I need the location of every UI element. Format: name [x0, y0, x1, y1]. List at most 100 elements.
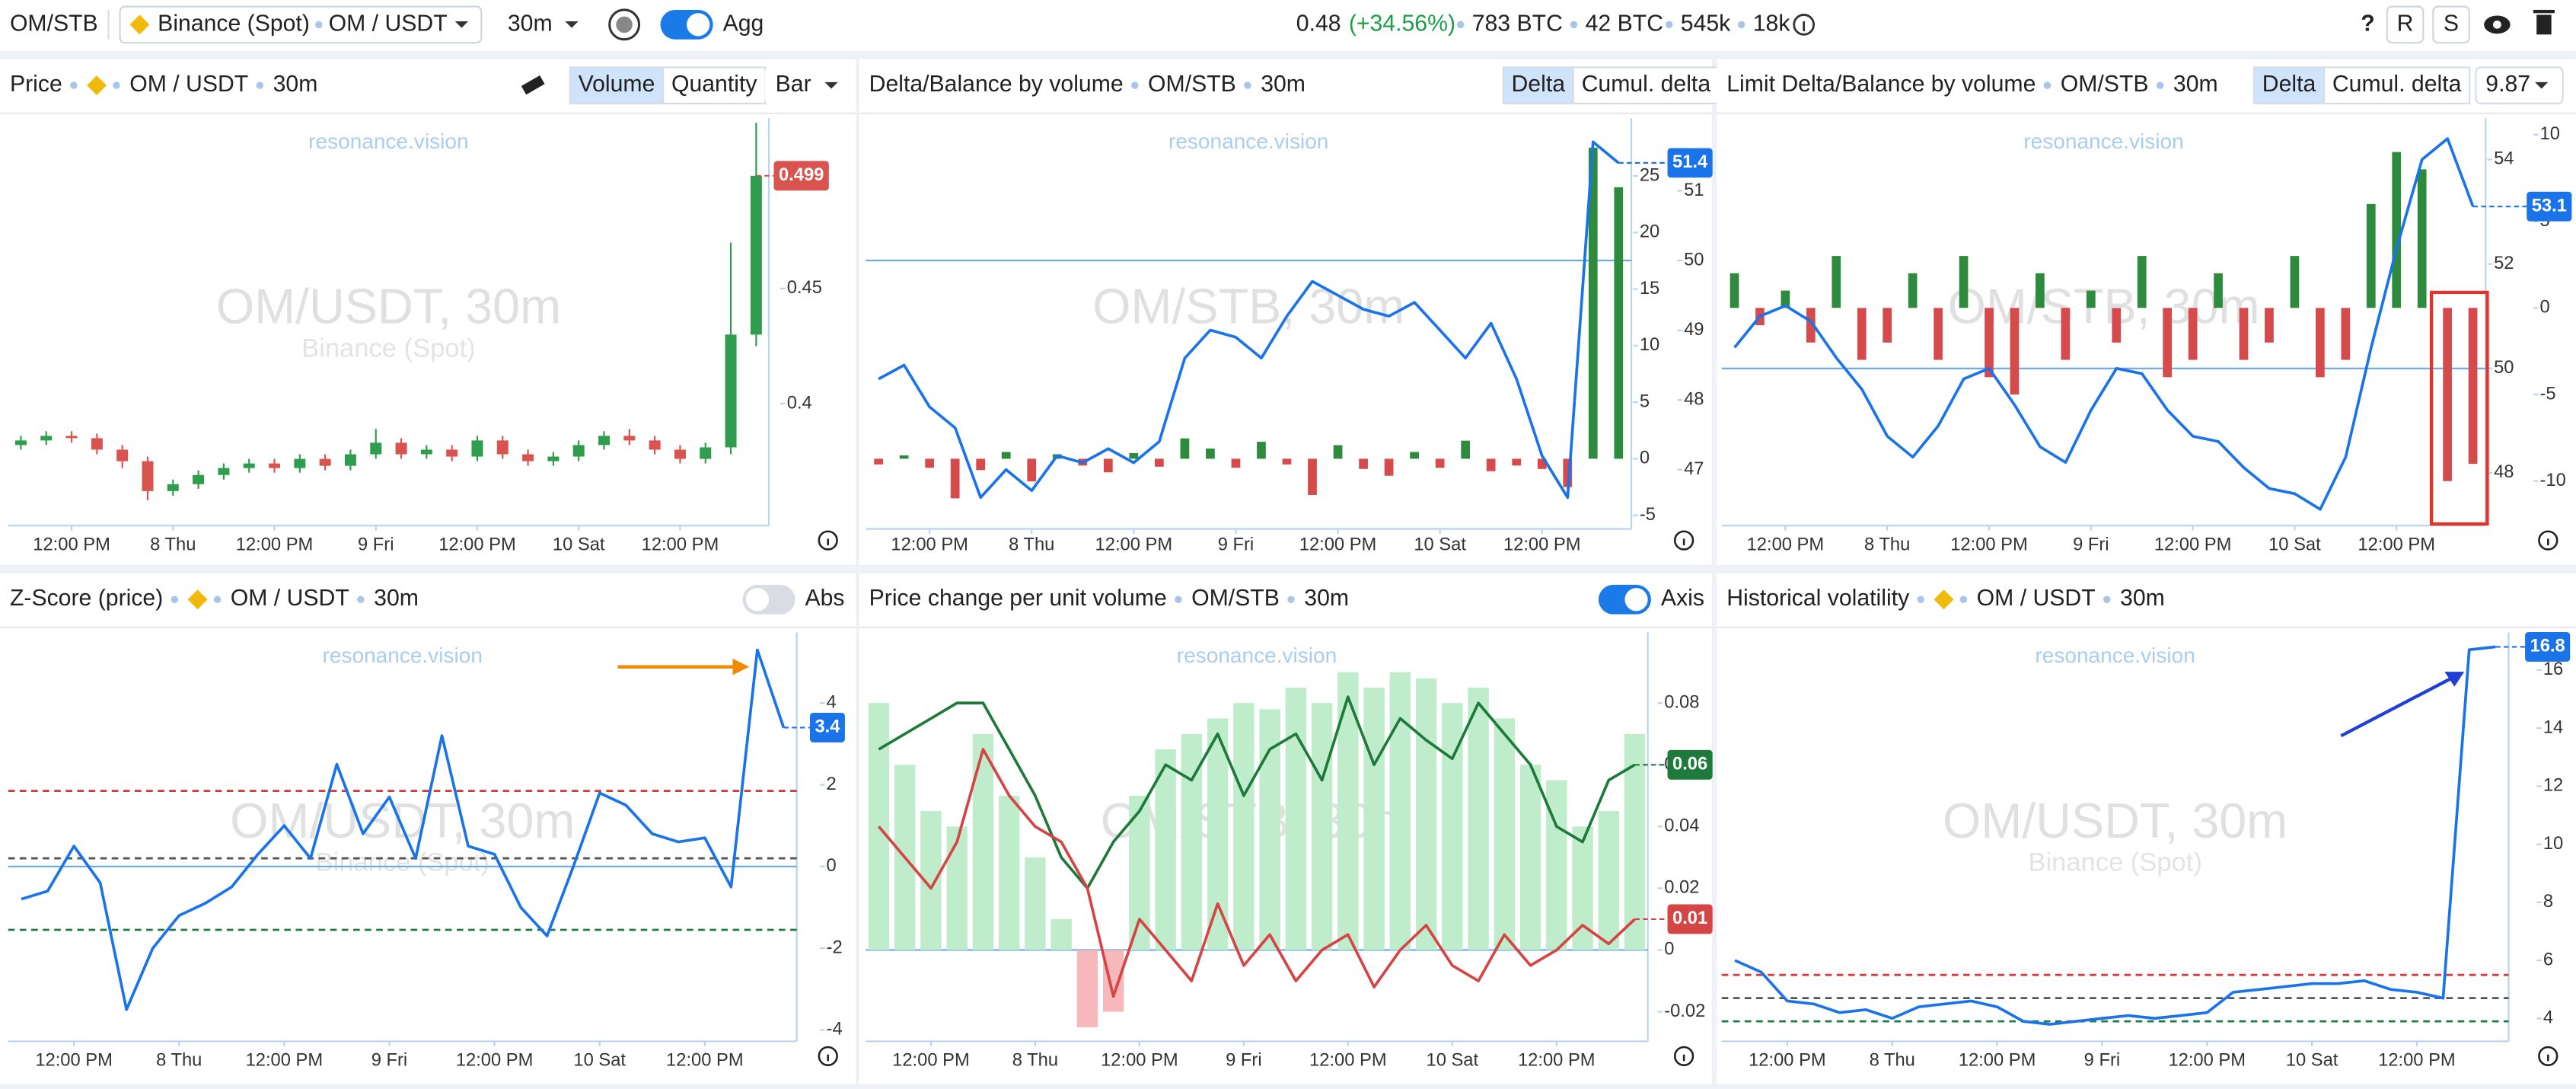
tab-label[interactable]: Volume [579, 72, 655, 97]
button-frame[interactable] [2386, 5, 2425, 44]
tab-button[interactable] [662, 66, 767, 104]
info-icon[interactable] [1793, 14, 1816, 36]
bar [1282, 458, 1292, 465]
bar [1050, 918, 1072, 950]
bar [2137, 256, 2147, 308]
watermark-title: OM/STB, 30m [1947, 279, 2259, 334]
info-icon[interactable] [1673, 1046, 1694, 1067]
separator-dot [213, 596, 222, 603]
bar [1959, 256, 1969, 308]
x-tick-label: 12:00 PM [1749, 1051, 1826, 1071]
last-value-tag [809, 712, 845, 742]
x-tick-label: 12:00 PM [35, 1051, 113, 1071]
separator-dot [1737, 21, 1745, 29]
last-value-label: 0.01 [1672, 909, 1707, 928]
panel: Z-Score (price) OM / USDT 30m Abs resonance.… [0, 573, 856, 1084]
last-value-label: 0.499 [779, 165, 824, 185]
info-icon[interactable] [818, 1046, 838, 1067]
agg-label: Agg [723, 11, 764, 36]
help-button[interactable]: ? [2361, 11, 2374, 36]
panels: Price OM / USDT 30m Volume Quantity Bar resona… [0, 59, 2576, 1084]
y-tick-label: -2 [827, 937, 843, 957]
trash-icon[interactable] [2536, 14, 2552, 35]
watermark-title: OM/USDT, 30m [216, 279, 561, 334]
tab-button[interactable] [1502, 66, 1574, 104]
x-tick-label: 12:00 PM [1299, 535, 1377, 554]
tab-label[interactable]: Delta [1512, 72, 1566, 97]
r-button[interactable]: R [2397, 11, 2414, 36]
pair-label: OM/STB [2061, 72, 2149, 97]
watermark-title: OM/STB, 30m [1092, 279, 1404, 334]
symbol[interactable]: OM/STB [10, 11, 98, 36]
candle-body [167, 484, 179, 491]
y-tick-label: 52 [2494, 254, 2514, 273]
tab-button[interactable] [569, 66, 665, 104]
tab-label[interactable]: Quantity [671, 72, 757, 97]
tab-button[interactable] [2323, 66, 2471, 104]
candle-body [420, 449, 432, 455]
x-tick-label: 12:00 PM [456, 1051, 534, 1071]
candle-body [116, 449, 129, 461]
candle-body [218, 468, 230, 475]
dropdown-value[interactable]: 9.87 [2485, 72, 2530, 97]
interval-label: 30m [2120, 586, 2165, 611]
info-icon[interactable] [2538, 530, 2558, 551]
tab-button[interactable] [1572, 66, 1720, 104]
tab-label[interactable]: Delta [2262, 72, 2316, 97]
x-tick-label: 10 Sat [1414, 535, 1466, 554]
y-tick-label: 14 [2543, 717, 2563, 737]
watermark-subtitle: Binance (Spot) [301, 334, 475, 363]
y-tick-label: 0.45 [787, 278, 822, 298]
candle-body [446, 449, 458, 457]
tab-label[interactable]: Cumul. delta [1582, 72, 1711, 97]
trash-lid [2533, 9, 2555, 14]
y-tick-label: -10 [2540, 471, 2566, 490]
dropdown[interactable] [764, 66, 854, 104]
info-icon[interactable] [2538, 1046, 2558, 1067]
x-tick-label: 9 Fri [358, 535, 394, 554]
bar [946, 826, 968, 950]
candle-body [750, 175, 762, 335]
market-select[interactable] [119, 5, 483, 44]
info-icon[interactable] [818, 530, 838, 551]
x-tick-label: 10 Sat [553, 535, 605, 554]
bar [1102, 950, 1124, 1012]
separator-dot [314, 21, 323, 29]
stat: 783 BTC [1472, 11, 1563, 36]
toggle-label: Axis [1661, 586, 1704, 611]
y-tick-label: 16 [2543, 659, 2563, 679]
s-button[interactable]: S [2444, 11, 2459, 36]
last-value-tag [1667, 904, 1713, 934]
candle-body [319, 458, 331, 466]
y-tick-label: 47 [1684, 459, 1704, 479]
dropdown-value[interactable]: Bar [776, 72, 811, 97]
y-tick-label: -0.02 [1664, 1001, 1705, 1021]
y-tick-label: 12 [2543, 776, 2563, 796]
highlight-box [2429, 290, 2489, 526]
y-tick-label: 0.08 [1664, 692, 1699, 712]
pair-label: OM/STB [1148, 72, 1236, 97]
bar [2366, 203, 2376, 308]
interval[interactable]: 30m [508, 11, 553, 36]
separator-dot [2043, 81, 2052, 89]
bar [2392, 152, 2402, 308]
tab-label[interactable]: Cumul. delta [2332, 72, 2462, 97]
candle-body [700, 447, 712, 459]
bar [1206, 449, 1215, 459]
bar [1155, 749, 1176, 950]
candle-body [649, 440, 661, 450]
info-icon[interactable] [1673, 530, 1694, 551]
watermark: resonance.vision [308, 129, 468, 153]
bar [1027, 458, 1037, 482]
tab-button[interactable] [2252, 66, 2326, 104]
panel-title: Price [10, 72, 62, 97]
dropdown[interactable] [2475, 66, 2564, 104]
y-tick-label: 0 [2540, 298, 2550, 318]
bar [1155, 458, 1164, 467]
button-frame[interactable] [2432, 5, 2470, 44]
y-tick-label: 0 [1664, 940, 1674, 960]
bar [2290, 256, 2300, 308]
candle-body [522, 454, 534, 461]
separator-dot [113, 81, 120, 89]
bar [1806, 308, 1816, 343]
